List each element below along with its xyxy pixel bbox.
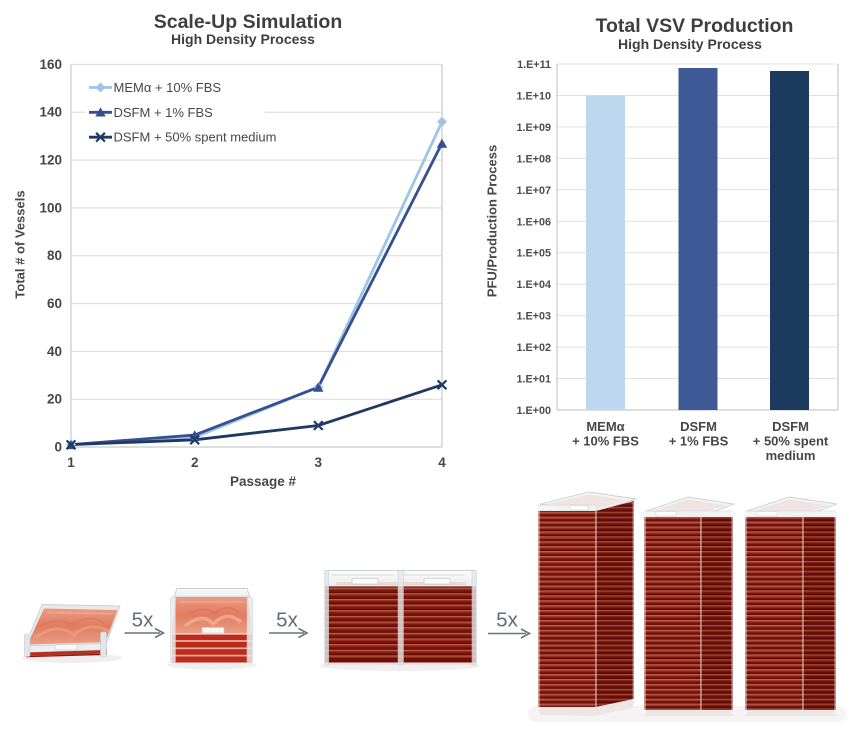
svg-text:1.E+01: 1.E+01 (516, 374, 551, 386)
svg-text:1.E+00: 1.E+00 (516, 405, 551, 417)
svg-text:medium: medium (766, 448, 816, 463)
svg-text:Total # of Vessels: Total # of Vessels (13, 190, 28, 298)
svg-text:20: 20 (47, 392, 62, 407)
svg-text:160: 160 (39, 57, 62, 72)
svg-text:+ 1% FBS: + 1% FBS (669, 434, 729, 449)
svg-text:1.E+09: 1.E+09 (516, 122, 551, 134)
svg-text:0: 0 (54, 440, 62, 455)
svg-text:4: 4 (438, 455, 446, 470)
svg-text:DSFM: DSFM (772, 419, 809, 434)
svg-text:DSFM + 50% spent medium: DSFM + 50% spent medium (114, 130, 277, 145)
svg-text:60: 60 (47, 296, 62, 311)
svg-text:PFU/Production Process: PFU/Production Process (485, 145, 500, 297)
svg-text:3: 3 (315, 455, 323, 470)
svg-text:1.E+05: 1.E+05 (516, 248, 551, 260)
svg-text:1.E+06: 1.E+06 (516, 216, 551, 228)
svg-text:1.E+07: 1.E+07 (516, 185, 551, 197)
svg-text:1.E+03: 1.E+03 (516, 311, 551, 323)
svg-text:Passage #: Passage # (230, 474, 297, 489)
svg-text:+ 50% spent: + 50% spent (753, 434, 829, 449)
svg-text:MEMα + 10% FBS: MEMα + 10% FBS (114, 80, 222, 95)
svg-text:80: 80 (47, 248, 62, 263)
svg-text:1.E+04: 1.E+04 (516, 279, 551, 291)
svg-text:DSFM: DSFM (680, 419, 717, 434)
svg-text:DSFM + 1% FBS: DSFM + 1% FBS (114, 105, 214, 120)
svg-text:Scale-Up Simulation: Scale-Up Simulation (154, 11, 343, 33)
svg-text:Total VSV Production: Total VSV Production (596, 15, 794, 37)
svg-text:40: 40 (47, 344, 62, 359)
svg-text:1.E+02: 1.E+02 (516, 342, 551, 354)
svg-text:High Density Process: High Density Process (171, 31, 315, 47)
svg-text:1: 1 (67, 455, 75, 470)
svg-text:5x: 5x (276, 609, 298, 632)
svg-text:1.E+10: 1.E+10 (516, 91, 551, 103)
svg-text:120: 120 (39, 153, 62, 168)
svg-text:1.E+08: 1.E+08 (516, 153, 551, 165)
svg-text:140: 140 (39, 105, 62, 120)
svg-text:5x: 5x (132, 609, 154, 632)
svg-text:1.E+11: 1.E+11 (517, 59, 551, 71)
svg-text:MEMα: MEMα (586, 419, 624, 434)
svg-text:100: 100 (39, 200, 62, 215)
svg-text:5x: 5x (496, 609, 518, 632)
svg-text:High Density Process: High Density Process (618, 36, 762, 52)
svg-text:+ 10% FBS: + 10% FBS (572, 434, 639, 449)
svg-text:2: 2 (191, 455, 199, 470)
